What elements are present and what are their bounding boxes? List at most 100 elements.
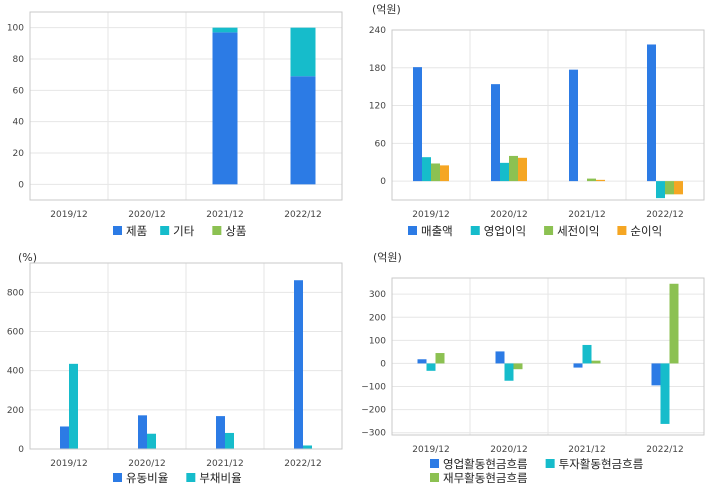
legend-swatch [430, 473, 439, 482]
y-tick-label: 240 [369, 26, 386, 36]
legend-item-영업이익[interactable]: 영업이익 [470, 224, 526, 238]
plot-frame [391, 277, 705, 436]
bar-부채비율-2021/12 [225, 432, 234, 449]
bar-재무활동현금흐름-2019/12 [435, 353, 445, 364]
y-tick-label: 0 [18, 445, 24, 455]
bar-부채비율-2020/12 [147, 433, 156, 449]
unit-label: (억원) [372, 3, 401, 16]
x-tick-label: 2022/12 [284, 210, 321, 220]
y-tick-label: 100 [7, 24, 24, 34]
bar-매출액-2019/12 [413, 67, 422, 182]
plot-frame [391, 29, 705, 201]
legend-label: 유동비율 [126, 471, 168, 485]
bar-재무활동현금흐름-2020/12 [513, 363, 523, 370]
legend-swatch [544, 226, 554, 235]
unit-label: (%) [18, 251, 37, 264]
bar-영업이익-2022/12 [656, 181, 665, 199]
legend-swatch [617, 226, 627, 235]
legend-label: 영업이익 [484, 224, 526, 238]
y-tick-label: 40 [13, 118, 25, 128]
legend-item-매출액[interactable]: 매출액 [408, 224, 453, 238]
legend-item-투자활동현금흐름[interactable]: 투자활동현금흐름 [545, 457, 644, 471]
bar-부채비율-2019/12 [69, 363, 78, 449]
x-tick-label: 2022/12 [284, 459, 321, 469]
plot-frame [29, 262, 343, 450]
bar-제품-2021/12 [212, 32, 238, 185]
legend-label: 매출액 [421, 224, 453, 238]
y-tick-label: 300 [369, 290, 386, 300]
legend-item-순이익[interactable]: 순이익 [617, 224, 662, 238]
x-tick-label: 2019/12 [50, 210, 87, 220]
legend-label: 영업활동현금흐름 [443, 457, 528, 471]
bar-세전이익-2019/12 [431, 163, 440, 182]
legend-item-부채비율[interactable]: 부채비율 [186, 471, 242, 485]
bar-영업이익-2020/12 [500, 162, 509, 182]
legend-swatch [545, 459, 555, 468]
bar-제품-2022/12 [290, 76, 316, 185]
bar-유동비율-2021/12 [216, 416, 225, 449]
legend-swatch [212, 226, 222, 235]
legend-item-재무활동현금흐름[interactable]: 재무활동현금흐름 [430, 471, 528, 485]
y-tick-label: 0 [380, 359, 386, 369]
bar-재무활동현금흐름-2021/12 [591, 360, 601, 364]
bar-유동비율-2020/12 [138, 415, 147, 449]
legend-swatch [408, 226, 417, 235]
x-tick-label: 2022/12 [646, 210, 683, 220]
legend-swatch [470, 226, 480, 235]
y-tick-label: −200 [361, 406, 386, 416]
bar-세전이익-2020/12 [509, 155, 518, 182]
y-tick-label: 20 [13, 149, 25, 159]
bar-부채비율-2022/12 [303, 445, 312, 449]
y-tick-label: 180 [369, 64, 386, 74]
bar-기타-2022/12 [290, 27, 316, 77]
bar-영업활동현금흐름-2020/12 [495, 351, 505, 364]
bar-세전이익-2021/12 [587, 178, 596, 182]
y-tick-label: −300 [361, 429, 386, 439]
y-tick-label: 400 [7, 367, 24, 377]
legend-item-영업활동현금흐름[interactable]: 영업활동현금흐름 [430, 457, 528, 471]
y-tick-label: 200 [7, 406, 24, 416]
bar-유동비율-2022/12 [294, 280, 303, 449]
bar-순이익-2021/12 [596, 179, 605, 182]
legend-item-세전이익[interactable]: 세전이익 [544, 224, 599, 238]
bar-투자활동현금흐름-2019/12 [426, 363, 436, 371]
y-tick-label: 80 [13, 55, 25, 65]
legend-label: 재무활동현금흐름 [443, 471, 528, 485]
x-tick-label: 2020/12 [490, 210, 527, 220]
legend-item-기타[interactable]: 기타 [160, 224, 195, 238]
y-tick-label: 0 [380, 177, 386, 187]
bar-순이익-2020/12 [518, 157, 527, 182]
bar-투자활동현금흐름-2021/12 [582, 344, 592, 364]
bar-매출액-2020/12 [491, 84, 500, 182]
x-tick-label: 2020/12 [128, 459, 165, 469]
bar-영업이익-2019/12 [422, 157, 431, 182]
x-tick-label: 2021/12 [206, 459, 243, 469]
x-tick-label: 2021/12 [568, 445, 605, 455]
chart-3: 0 200 400 600 800 2019/12 2020/12 2021/12 2022/1… [7, 251, 343, 485]
legend-label: 제품 [126, 224, 147, 238]
x-tick-label: 2020/12 [490, 445, 527, 455]
y-tick-label: 100 [369, 336, 386, 346]
y-tick-label: −100 [361, 383, 386, 393]
legend-swatch [430, 459, 439, 468]
legend-item-상품[interactable]: 상품 [212, 224, 247, 238]
legend-item-유동비율[interactable]: 유동비율 [113, 471, 168, 485]
y-tick-label: 120 [369, 102, 386, 112]
legend-label: 투자활동현금흐름 [559, 457, 644, 471]
plot-frame [29, 11, 343, 201]
legend-swatch [186, 473, 196, 482]
y-tick-label: 800 [7, 288, 24, 298]
x-tick-label: 2019/12 [50, 459, 87, 469]
bar-기타-2021/12 [212, 27, 238, 33]
legend-swatch [113, 226, 122, 235]
x-tick-label: 2022/12 [646, 445, 683, 455]
y-tick-label: 0 [18, 180, 24, 190]
chart-1: 0 20 40 60 80 100 2019/12 2020/12 2021/12 2022/12… [7, 11, 343, 238]
legend-swatch [113, 473, 122, 482]
x-tick-label: 2019/12 [412, 210, 449, 220]
legend-item-제품[interactable]: 제품 [113, 224, 147, 238]
bar-투자활동현금흐름-2020/12 [504, 363, 514, 381]
chart-4: −300 −200 −100 0 100 200 300 2019/12 2020/12 2021… [361, 251, 705, 485]
legend-label: 세전이익 [557, 224, 599, 238]
